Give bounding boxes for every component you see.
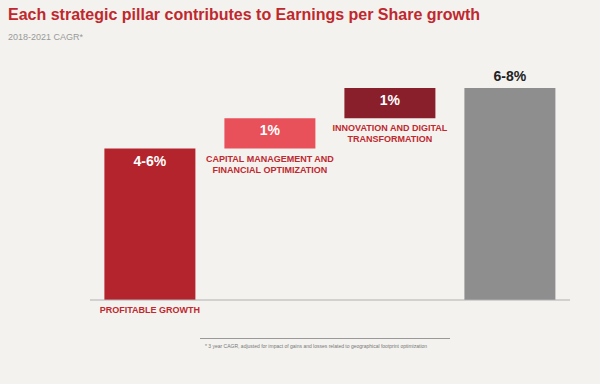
- svg-text:4-6%: 4-6%: [134, 153, 167, 169]
- svg-text:1%: 1%: [380, 92, 401, 108]
- html-text:2018-2021 CAGR*: 2018-2021 CAGR*: [8, 32, 83, 42]
- html-text:Each strategic pillar contribu: Each strategic pillar contributes to Ear…: [8, 6, 481, 23]
- svg-text:6-8%: 6-8%: [494, 68, 527, 84]
- svg-text:CAPITAL MANAGEMENT AND: CAPITAL MANAGEMENT AND: [206, 154, 334, 164]
- html-text:* 3 year CAGR, adjusted for im: * 3 year CAGR, adjusted for impact of ga…: [205, 343, 428, 349]
- svg-text:INNOVATION AND DIGITAL: INNOVATION AND DIGITAL: [333, 123, 448, 133]
- svg-text:TRANSFORMATION: TRANSFORMATION: [347, 134, 432, 144]
- svg-text:PROFITABLE GROWTH: PROFITABLE GROWTH: [100, 305, 200, 315]
- svg-text:FINANCIAL OPTIMIZATION: FINANCIAL OPTIMIZATION: [213, 165, 328, 175]
- svg-text:1%: 1%: [260, 122, 281, 138]
